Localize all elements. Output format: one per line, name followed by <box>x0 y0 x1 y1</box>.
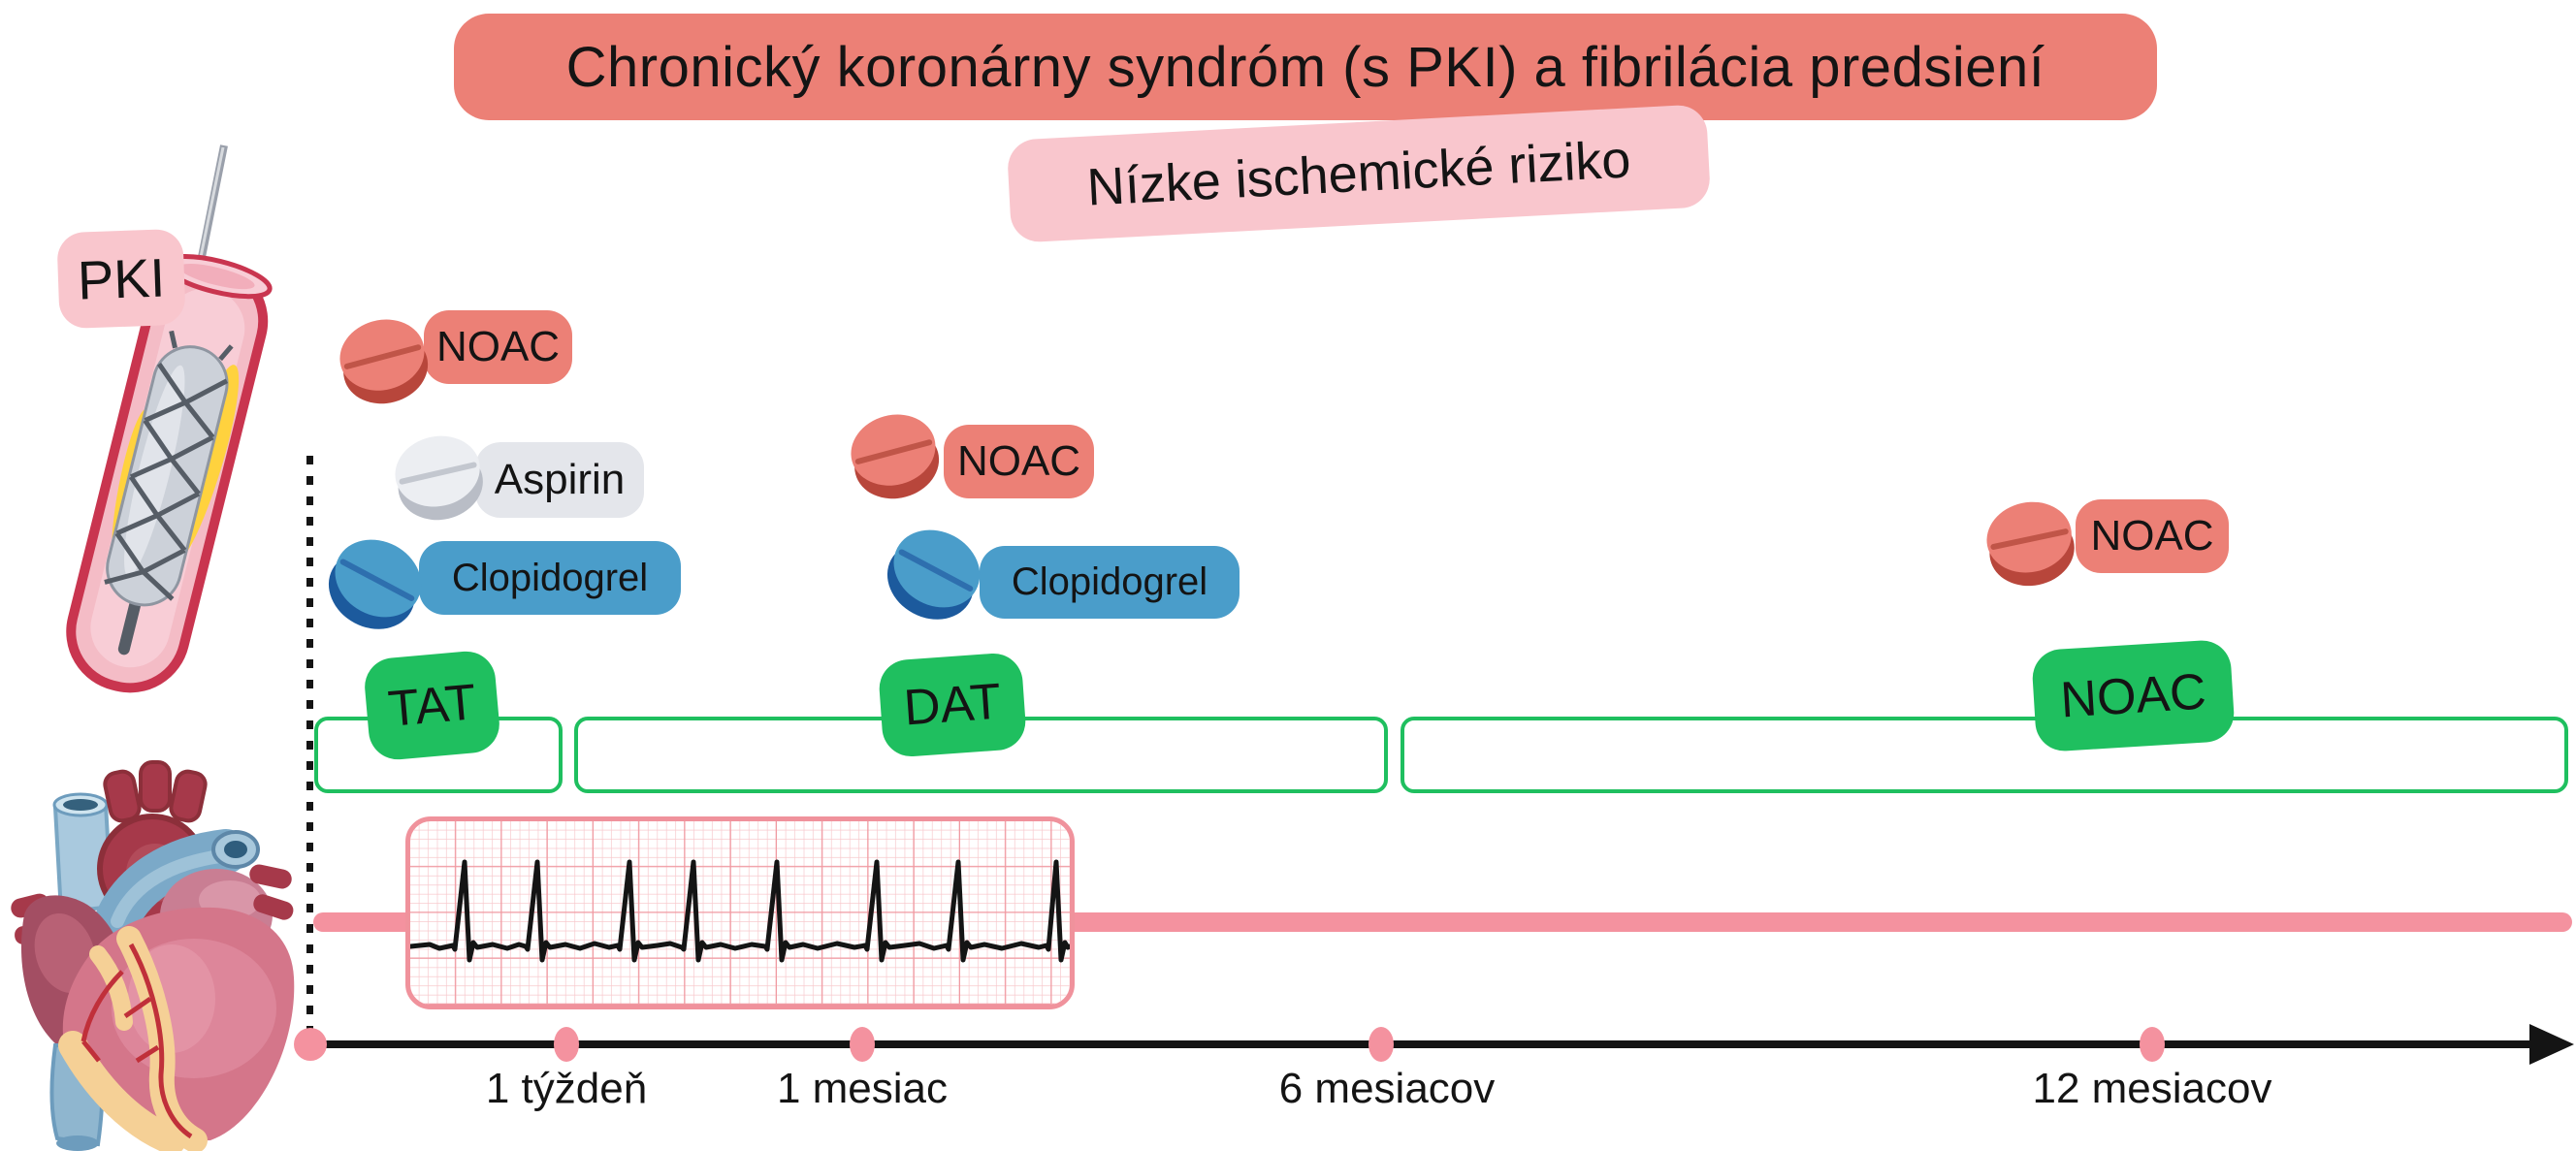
timeline-dot-12-months <box>2140 1027 2165 1062</box>
timeline-dot-start <box>294 1028 327 1061</box>
pki-badge: PKI <box>56 228 186 330</box>
clopidogrel-pill-icon <box>328 539 422 629</box>
timeline-axis <box>308 1040 2537 1048</box>
timeline-dot-1-week <box>554 1027 579 1062</box>
title-banner: Chronický koronárny syndróm (s PKI) a fi… <box>454 14 2157 120</box>
noac-pill-icon <box>851 414 940 499</box>
tick-label-1-month: 1 mesiac <box>776 1065 949 1112</box>
noac-chip: NOAC <box>944 425 1094 498</box>
clopidogrel-chip: Clopidogrel <box>419 541 681 615</box>
clopidogrel-chip: Clopidogrel <box>980 546 1240 619</box>
pci-stent-artery-illustration <box>66 144 273 693</box>
noac-pill-icon <box>1986 501 2075 587</box>
timeline-dot-1-month <box>850 1027 875 1062</box>
pci-time-zero-dotted-line <box>306 456 313 1034</box>
timeline-arrow-icon <box>2529 1024 2574 1065</box>
ecg-trace <box>410 859 1070 963</box>
ecg-strip <box>405 816 1075 1009</box>
heart-illustration <box>11 760 295 1151</box>
dat-badge: DAT <box>877 651 1028 759</box>
subtitle-badge: Nízke ischemické riziko <box>1006 104 1712 243</box>
tick-label-12-months: 12 mesiacov <box>2032 1065 2272 1112</box>
noac-chip: NOAC <box>424 310 572 384</box>
figure-title: Chronický koronárny syndróm (s PKI) a fi… <box>565 35 2045 99</box>
ecg-strip-illustration <box>410 821 1070 1005</box>
tick-label-6-months: 6 mesiacov <box>1278 1065 1496 1112</box>
aspirin-pill-icon <box>395 435 483 521</box>
clopidogrel-pill-icon <box>886 529 981 620</box>
tat-badge: TAT <box>362 649 502 762</box>
tick-label-1-week: 1 týždeň <box>485 1065 648 1112</box>
timeline-dot-6-months <box>1368 1027 1394 1062</box>
phase-box-noac <box>1401 717 2568 793</box>
noac-chip: NOAC <box>2076 499 2229 573</box>
figure-subtitle: Nízke ischemické riziko <box>1085 130 1632 217</box>
coronary-artery-icon <box>128 943 193 1139</box>
aspirin-chip: Aspirin <box>475 442 644 518</box>
noac-pill-icon <box>339 319 429 404</box>
pki-label: PKI <box>76 246 167 311</box>
noac-badge: NOAC <box>2030 638 2237 753</box>
